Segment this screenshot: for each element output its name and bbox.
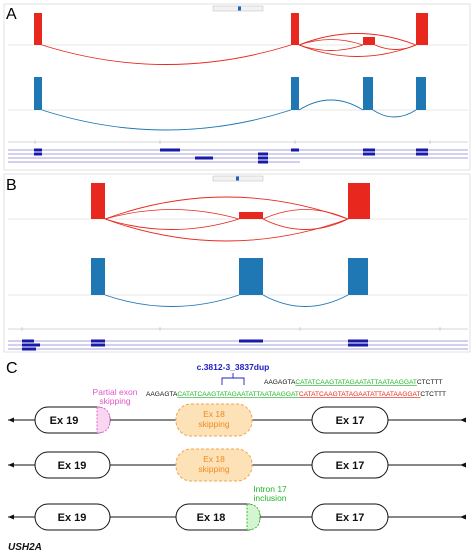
splice-row-3: Ex 19 Ex 18 Ex 17 Intron 17 inclusion (8, 484, 466, 531)
splice-row-2: Ex 19 Ex 18 skipping Ex 17 (8, 448, 466, 482)
zoom-control-b[interactable] (212, 175, 264, 182)
variant-label: c.3812-3_3837dup (197, 362, 270, 372)
exon-19-label: Ex 19 (58, 460, 87, 472)
exon-17-label: Ex 17 (336, 460, 365, 472)
partial-skip-tag-1: Partial exon (93, 387, 138, 397)
exon-18-skipping-line1: Ex 18 (203, 409, 225, 419)
exon-19-box (34, 451, 111, 479)
exon-17-label: Ex 17 (336, 512, 365, 524)
panel-b-frame (3, 173, 471, 353)
exon-18-skipping-line1: Ex 18 (203, 454, 225, 464)
panel-c: C c.3812-3_3837dup AAGAGTACATATCAAGTATAG… (6, 360, 466, 553)
sequence-mutant: AAGAGTACATATCAAGTATAGAATATTAATAAGGATCATA… (146, 391, 446, 398)
exon-18-skipped-box (175, 448, 253, 482)
exon-17-box (311, 406, 389, 434)
sashimi-track-a-blue (8, 77, 468, 131)
partial-skip-tag-2: skipping (99, 396, 130, 406)
panel-c-label: C (6, 360, 18, 377)
intron-inclusion-segment (246, 503, 261, 531)
arrow-left-icon (460, 417, 466, 423)
refseq-track-b (8, 339, 468, 351)
exon-18-skipped-box (175, 403, 253, 437)
exon-18-skipping-line2: skipping (198, 419, 229, 429)
zoom-control[interactable] (212, 5, 264, 12)
exon-19-label: Ex 19 (58, 512, 87, 524)
ruler-a (8, 140, 468, 144)
sashimi-track-b-blue (8, 258, 468, 307)
refseq-track-a (8, 148, 468, 164)
intron-inclusion-tag-1: Intron 17 (253, 484, 287, 494)
exon-19-label: Ex 19 (50, 415, 79, 427)
ruler-b (8, 327, 468, 331)
intron-inclusion-tag-2: inclusion (253, 493, 286, 503)
exon-18-label: Ex 18 (197, 512, 226, 524)
sequence-top: AAGAGTACATATCAAGTATAGAATATTAATAAGGATCTCT… (264, 379, 443, 386)
panel-b: B (3, 173, 471, 353)
arrow-left-icon (460, 462, 466, 468)
sashimi-track-b-red (8, 183, 468, 242)
exon-19-box (34, 503, 111, 531)
exon-18-skipping-line2: skipping (198, 464, 229, 474)
arrow-left-icon (460, 514, 466, 520)
exon-17-box (311, 451, 389, 479)
arrow-left-icon (8, 417, 14, 423)
variant-bracket (221, 373, 245, 385)
arrow-left-icon (8, 462, 14, 468)
exon-17-box (311, 503, 389, 531)
arrow-left-icon (8, 514, 14, 520)
splice-row-1: Ex 19 Ex 18 skipping Ex 17 Partial exon … (8, 387, 466, 437)
gene-name: USH2A (8, 542, 42, 553)
exon-17-label: Ex 17 (336, 415, 365, 427)
partial-exon-segment (96, 406, 111, 434)
sashimi-track-a-red (8, 13, 468, 65)
panel-a-frame (3, 3, 471, 171)
panel-a-label: A (6, 6, 17, 23)
panel-b-label: B (6, 177, 17, 194)
panel-a: A (3, 3, 471, 171)
